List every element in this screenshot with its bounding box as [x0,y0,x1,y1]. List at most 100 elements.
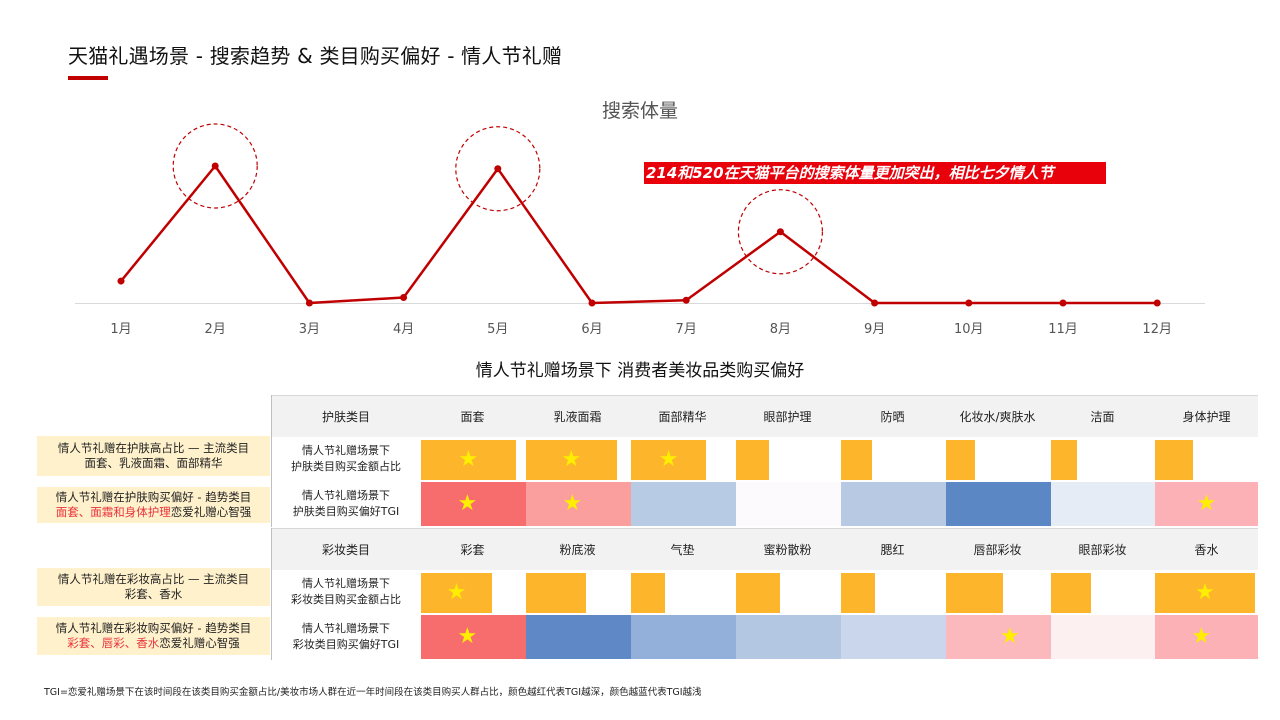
makeup-share-desc-line1: 情人节礼赠场景下 [302,577,390,590]
star-icon: ★ [658,447,679,472]
skincare-tgi-label-rest: 恋爱礼赠心智强 [170,505,252,519]
data-points [117,162,1161,307]
x-tick-label: 1月 [110,322,131,337]
skincare-tgi-cell [736,482,841,526]
makeup-share-desc: 情人节礼赠场景下 彩妆类目购买金额占比 [272,571,420,613]
chart-title: 搜索体量 [601,100,678,122]
makeup-divider [271,528,272,660]
makeup-tgi-label: 情人节礼赠在彩妆购买偏好 - 趋势类目 彩套、唇彩、香水恋爱礼赠心智强 [37,617,270,655]
data-point-3月 [305,299,313,307]
makeup-header-cell: 粉底液 [559,543,596,557]
star-icon: ★ [1191,624,1212,649]
star-icon: ★ [458,447,479,472]
makeup-tgi-label-rest: 恋爱礼赠心智强 [159,636,240,650]
highlight-circle-2月 [172,123,258,209]
skincare-share-bar [736,440,769,480]
x-tick-labels: 1月 2月 3月 4月 5月 6月 7月 8月 9月 10月 11月 12月 [110,322,1172,337]
skincare-tgi-label-line1: 情人节礼赠在护肤购买偏好 - 趋势类目 [55,490,252,504]
x-tick-label: 11月 [1048,322,1078,337]
makeup-tgi-cell [841,615,946,659]
makeup-header-cell: 彩套 [460,543,485,557]
data-point-10月 [965,299,973,307]
makeup-share-desc-line2: 彩妆类目购买金额占比 [291,593,401,606]
data-point-6月 [588,299,596,307]
skincare-header-row: 护肤类目 面套 乳液面霜 面部精华 眼部护理 防晒 化妆水/爽肤水 洁面 身体护理 [272,395,1258,437]
skincare-header-cell: 洁面 [1090,410,1115,424]
search-volume-series-line [120,164,1158,305]
skincare-share-bar [1155,440,1194,480]
makeup-header-row: 彩妆类目 彩套 粉底液 气垫 蜜粉散粉 腮红 唇部彩妆 眼部彩妆 香水 [272,528,1258,570]
skincare-tgi-desc: 情人节礼赠场景下 护肤类目购买偏好TGI [272,482,420,526]
data-point-1月 [117,277,125,285]
skincare-share-label: 情人节礼赠在护肤高占比 — 主流类目 面套、乳液面霜、面部精华 [37,436,270,476]
skincare-header-cell: 眼部护理 [763,410,812,424]
makeup-tgi-label-line2: 彩套、唇彩、香水恋爱礼赠心智强 [37,636,270,651]
makeup-share-label-line1: 情人节礼赠在彩妆高占比 — 主流类目 [57,572,250,586]
makeup-share-bar [946,573,1003,613]
makeup-share-label-line2: 彩套、香水 [124,587,183,601]
star-icon: ★ [446,580,467,605]
makeup-header-cell: 腮红 [880,543,905,557]
star-icon: ★ [1000,624,1020,649]
makeup-tgi-cell [421,615,526,659]
footnote: TGI=恋爱礼赠场景下在该时间段在该类目购买金额占比/美妆市场人群在近一年时间段… [44,687,702,698]
skincare-tgi-cell [1155,482,1258,526]
makeup-header-cell: 气垫 [670,543,695,557]
data-point-2月 [211,162,219,170]
skincare-header-cell: 面部精华 [658,410,707,424]
makeup-tgi-desc-line1: 情人节礼赠场景下 [302,622,390,635]
skincare-tgi-desc-line1: 情人节礼赠场景下 [302,489,390,502]
x-tick-label: 6月 [581,322,602,337]
skincare-share-bar [841,440,872,480]
skincare-tgi-label-line2: 面套、面霜和身体护理恋爱礼赠心智强 [37,505,270,520]
skincare-header-cell: 身体护理 [1182,410,1231,424]
title-underline [68,76,108,80]
skincare-share-label-line1: 情人节礼赠在护肤高占比 — 主流类目 [57,441,250,455]
makeup-header-label: 彩妆类目 [321,543,370,557]
highlight-circles [172,123,824,275]
x-tick-label: 10月 [954,322,984,337]
skincare-header-label: 护肤类目 [321,410,370,424]
star-icon: ★ [457,491,478,516]
skincare-tgi-label: 情人节礼赠在护肤购买偏好 - 趋势类目 面套、面霜和身体护理恋爱礼赠心智强 [37,487,270,523]
skincare-share-bar [526,440,617,480]
makeup-share-bar [841,573,875,613]
makeup-share-bar [1051,573,1092,613]
x-tick-label: 4月 [393,322,414,337]
skincare-share-bar [946,440,975,480]
skincare-tgi-cell [841,482,946,526]
search-volume-line-chart: 1月 2月 3月 4月 5月 6月 7月 8月 9月 10月 11月 12月 [75,123,1205,337]
skincare-share-bar [1051,440,1077,480]
skincare-tgi-cell [1051,482,1156,526]
page-title: 天猫礼遇场景 - 搜索趋势 & 类目购买偏好 - 情人节礼赠 [68,44,563,68]
star-icon: ★ [457,624,478,649]
data-point-4月 [400,294,408,302]
skincare-header-cell: 防晒 [880,410,905,424]
skincare-header-cell: 面套 [460,410,485,424]
skincare-header-cell: 乳液面霜 [553,410,602,424]
makeup-tgi-cell [1155,615,1258,659]
star-icon: ★ [562,491,583,516]
data-point-12月 [1153,299,1161,307]
skincare-header-cell: 化妆水/爽肤水 [959,410,1036,424]
skincare-tgi-label-highlight: 面套、面霜和身体护理 [55,505,171,519]
skincare-tgi-cell [421,482,526,526]
data-point-5月 [494,165,502,173]
skincare-tgi-desc-line2: 护肤类目购买偏好TGI [292,505,400,518]
makeup-share-bar [526,573,586,613]
x-tick-label: 7月 [676,322,697,337]
highlight-circle-8月 [737,189,824,275]
matrix-title: 情人节礼赠场景下 消费者美妆品类购买偏好 [475,361,805,381]
makeup-header-cell: 蜜粉散粉 [763,543,812,557]
makeup-tgi-cell [631,615,736,659]
skincare-share-desc-line1: 情人节礼赠场景下 [302,444,390,457]
data-point-7月 [682,296,690,304]
skincare-divider [271,395,272,527]
x-tick-label: 12月 [1142,322,1172,337]
makeup-tgi-cell [1051,615,1156,659]
star-icon: ★ [1195,580,1215,605]
skincare-share-desc-line2: 护肤类目购买金额占比 [291,460,401,473]
data-point-11月 [1059,299,1067,307]
star-icon: ★ [561,447,582,472]
data-point-9月 [871,299,879,307]
